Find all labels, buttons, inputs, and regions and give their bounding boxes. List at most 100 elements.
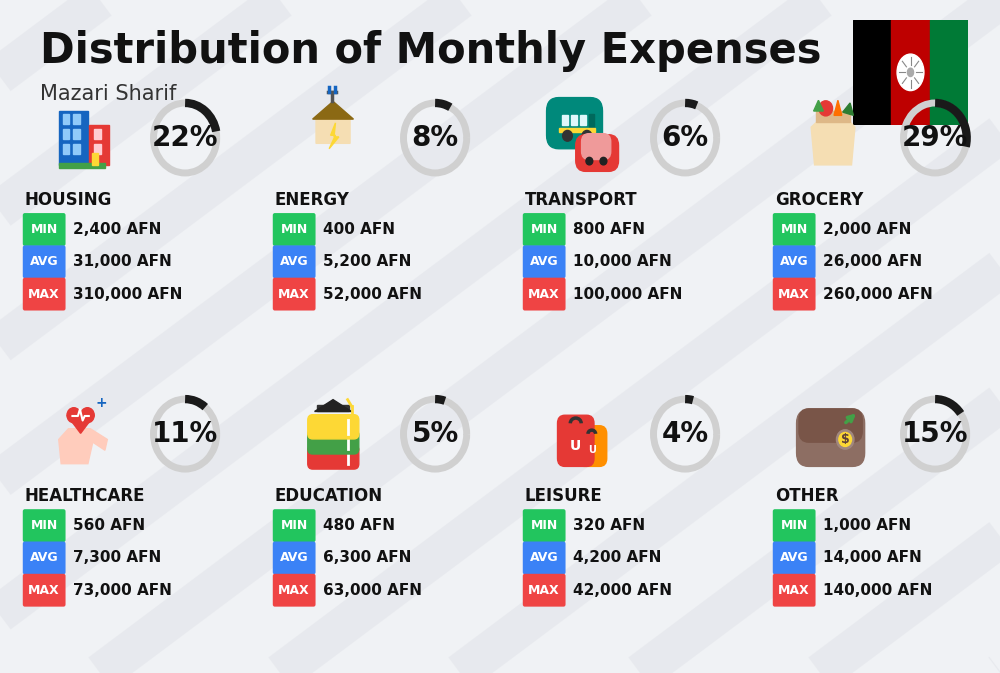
Text: 800 AFN: 800 AFN [573, 222, 645, 237]
Polygon shape [834, 100, 842, 115]
Bar [816, 111, 850, 122]
Text: MIN: MIN [781, 223, 808, 236]
Text: MIN: MIN [31, 223, 58, 236]
Polygon shape [67, 415, 94, 433]
FancyBboxPatch shape [273, 278, 316, 310]
FancyBboxPatch shape [773, 246, 816, 278]
Text: MAX: MAX [528, 287, 560, 301]
Bar [562, 115, 568, 125]
FancyBboxPatch shape [273, 509, 316, 542]
Text: 29%: 29% [902, 124, 968, 152]
Text: LEISURE: LEISURE [525, 487, 602, 505]
Text: 2,000 AFN: 2,000 AFN [823, 222, 912, 237]
FancyBboxPatch shape [308, 430, 359, 454]
Text: 22%: 22% [152, 124, 218, 152]
Circle shape [67, 408, 81, 423]
Text: 8%: 8% [412, 124, 459, 152]
Text: U: U [570, 439, 581, 453]
Text: 1,000 AFN: 1,000 AFN [823, 518, 911, 533]
FancyBboxPatch shape [773, 509, 816, 542]
FancyBboxPatch shape [773, 574, 816, 606]
FancyBboxPatch shape [773, 213, 816, 246]
Bar [59, 164, 105, 168]
Text: TRANSPORT: TRANSPORT [525, 191, 637, 209]
Bar [59, 111, 88, 165]
Text: 31,000 AFN: 31,000 AFN [73, 254, 172, 269]
Circle shape [563, 131, 572, 141]
Text: AVG: AVG [530, 551, 558, 565]
Text: 26,000 AFN: 26,000 AFN [823, 254, 922, 269]
Text: 310,000 AFN: 310,000 AFN [73, 287, 183, 302]
FancyBboxPatch shape [582, 134, 611, 160]
Bar [94, 145, 101, 154]
Text: 6,300 AFN: 6,300 AFN [323, 551, 412, 565]
Circle shape [586, 157, 593, 165]
Text: 5,200 AFN: 5,200 AFN [323, 254, 412, 269]
Bar [571, 115, 577, 125]
Bar [853, 20, 891, 125]
FancyBboxPatch shape [577, 426, 607, 466]
Text: 4%: 4% [662, 420, 709, 448]
FancyBboxPatch shape [273, 542, 316, 574]
Text: 100,000 AFN: 100,000 AFN [573, 287, 683, 302]
Circle shape [839, 433, 852, 446]
FancyBboxPatch shape [558, 415, 594, 466]
Bar [63, 145, 69, 154]
FancyBboxPatch shape [547, 98, 602, 149]
Circle shape [582, 131, 592, 141]
Polygon shape [315, 400, 352, 411]
FancyBboxPatch shape [797, 410, 865, 466]
Text: +: + [96, 396, 107, 410]
Text: MAX: MAX [778, 583, 810, 597]
Polygon shape [814, 100, 823, 111]
Text: 480 AFN: 480 AFN [323, 518, 395, 533]
Bar [73, 145, 80, 154]
Text: 7,300 AFN: 7,300 AFN [73, 551, 162, 565]
Polygon shape [316, 106, 350, 143]
Text: 42,000 AFN: 42,000 AFN [573, 583, 672, 598]
Text: $: $ [841, 433, 850, 446]
Text: OTHER: OTHER [775, 487, 838, 505]
Text: EDUCATION: EDUCATION [275, 487, 383, 505]
Bar [92, 153, 98, 165]
Bar [580, 115, 586, 125]
Text: AVG: AVG [30, 551, 58, 565]
Text: U: U [588, 445, 596, 455]
FancyBboxPatch shape [773, 278, 816, 310]
FancyBboxPatch shape [23, 213, 66, 246]
Text: AVG: AVG [530, 255, 558, 269]
FancyBboxPatch shape [23, 278, 66, 310]
Bar [73, 129, 80, 139]
Text: 73,000 AFN: 73,000 AFN [73, 583, 172, 598]
Text: 14,000 AFN: 14,000 AFN [823, 551, 922, 565]
Text: AVG: AVG [30, 255, 58, 269]
Text: MIN: MIN [31, 519, 58, 532]
FancyBboxPatch shape [23, 574, 66, 606]
Text: MAX: MAX [28, 583, 60, 597]
Text: MAX: MAX [28, 287, 60, 301]
Bar [89, 125, 109, 165]
Text: MIN: MIN [281, 223, 308, 236]
FancyBboxPatch shape [308, 445, 359, 469]
Bar [891, 20, 930, 125]
Bar [589, 114, 594, 133]
Bar [559, 129, 595, 131]
Circle shape [81, 408, 94, 423]
Circle shape [907, 68, 914, 77]
Circle shape [836, 430, 854, 449]
Text: AVG: AVG [780, 551, 808, 565]
FancyBboxPatch shape [273, 574, 316, 606]
Text: 63,000 AFN: 63,000 AFN [323, 583, 422, 598]
Text: 5%: 5% [411, 420, 459, 448]
Text: Distribution of Monthly Expenses: Distribution of Monthly Expenses [40, 30, 822, 72]
Text: MAX: MAX [778, 287, 810, 301]
Polygon shape [811, 111, 855, 165]
Bar [94, 129, 101, 139]
Text: 11%: 11% [152, 420, 218, 448]
Text: HEALTHCARE: HEALTHCARE [25, 487, 145, 505]
Polygon shape [313, 102, 353, 119]
Bar [63, 114, 69, 124]
Text: 15%: 15% [902, 420, 968, 448]
Bar [63, 129, 69, 139]
Text: MAX: MAX [528, 583, 560, 597]
